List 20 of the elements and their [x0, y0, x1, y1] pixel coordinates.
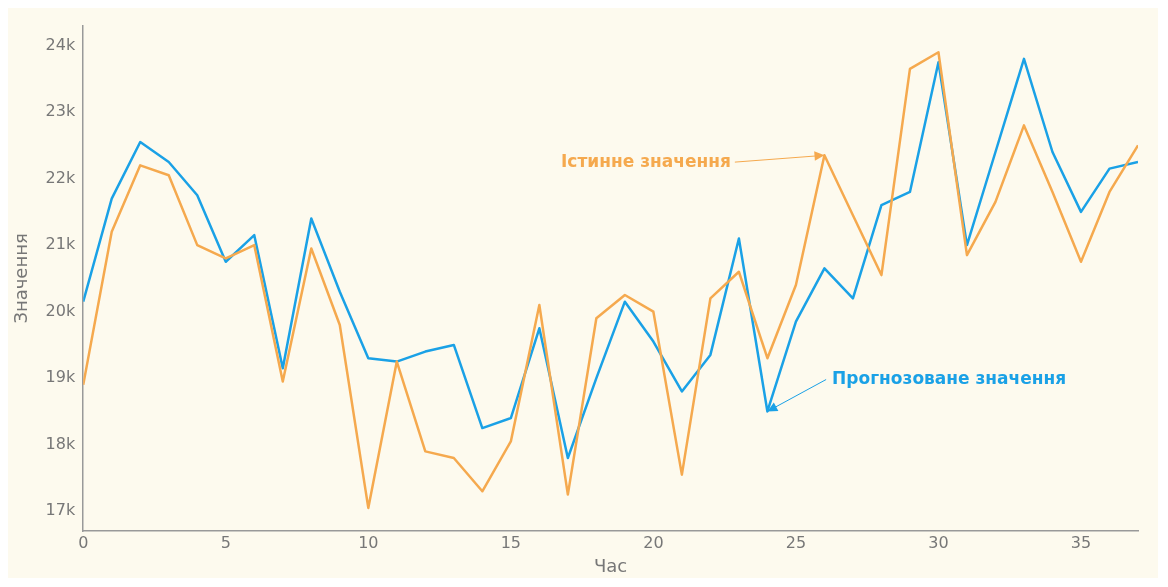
x-tick-label: 5 — [220, 532, 231, 552]
annotation: Істинне значення — [561, 150, 731, 171]
x-tick-label: 25 — [785, 532, 807, 552]
y-tick-label: 24k — [45, 34, 76, 54]
annotation: Прогнозоване значення — [832, 367, 1067, 388]
x-tick-label: 15 — [500, 532, 522, 552]
y-tick-label: 19k — [45, 367, 76, 387]
y-tick-label: 23k — [45, 101, 76, 121]
x-tick-label: 35 — [1070, 532, 1092, 552]
y-axis-title: Значення — [10, 233, 32, 324]
y-tick-label: 22k — [45, 167, 76, 187]
x-axis-title: Час — [593, 554, 628, 576]
x-tick-label: 20 — [643, 532, 664, 552]
y-tick-label: 21k — [45, 234, 76, 254]
y-tick-label: 17k — [45, 500, 76, 520]
x-tick-label: 0 — [78, 532, 89, 552]
y-tick-label: 20k — [45, 300, 76, 320]
x-tick-label: 10 — [358, 532, 379, 552]
x-tick-label: 30 — [928, 532, 949, 552]
y-tick-label: 18k — [45, 433, 76, 453]
